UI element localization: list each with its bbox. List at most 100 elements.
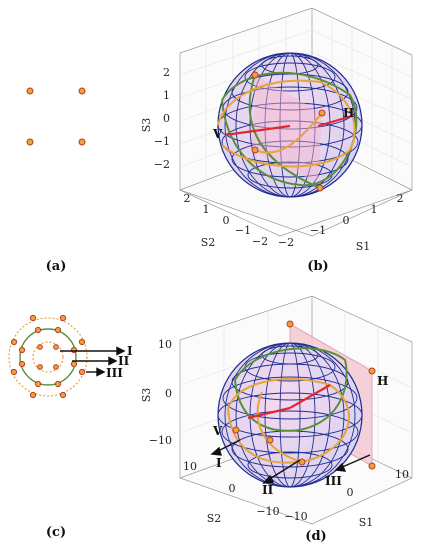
label-v-b: V <box>212 127 223 141</box>
state-point <box>298 458 306 466</box>
ytick-d: −10 <box>256 505 279 518</box>
markers-d <box>232 320 376 470</box>
ytick-b: −1 <box>235 224 251 237</box>
red-vector-h-d <box>289 384 331 409</box>
state-point <box>232 426 240 434</box>
xtick-b: −1 <box>310 224 326 237</box>
orange-trajectory-d <box>227 378 350 464</box>
ztick-b: −1 <box>154 135 170 148</box>
label-arrow-i-d: I <box>216 456 222 470</box>
ylabel-b: S2 <box>201 236 216 249</box>
ylabel-d: S2 <box>207 512 222 525</box>
ring-point <box>59 391 67 399</box>
state-point <box>286 320 294 328</box>
xtick-d: −10 <box>284 510 307 523</box>
ytick-b: 2 <box>184 192 191 205</box>
ztick-d: −10 <box>149 434 172 447</box>
inner-ring <box>32 341 64 373</box>
markers-b <box>251 71 326 192</box>
ztick-d: 0 <box>165 387 172 400</box>
xtick-b: 0 <box>343 214 350 227</box>
panel-a: (a) <box>26 87 86 274</box>
label-arrow-iii-d: III <box>325 474 342 488</box>
label-arrow-ii-d: II <box>262 483 274 497</box>
state-point <box>318 109 326 117</box>
label-h-b: H <box>343 106 354 120</box>
ring-point <box>29 314 37 322</box>
state-point <box>316 184 324 192</box>
ring-point <box>53 344 59 350</box>
ring-point <box>34 380 42 388</box>
ytick-b: −2 <box>252 235 268 248</box>
xtick-b: 1 <box>371 203 378 216</box>
ring-point <box>54 326 62 334</box>
ytick-d: 10 <box>183 460 197 473</box>
label-ring-iii: III <box>106 366 123 380</box>
xlabel-d: S1 <box>359 516 374 529</box>
orange-trajectory-d2 <box>256 391 303 463</box>
red-vector-v-b <box>224 124 291 137</box>
constellation-point <box>26 87 34 95</box>
ring-point <box>34 326 42 334</box>
ring-point <box>59 314 67 322</box>
ring-point <box>53 364 59 370</box>
ring-point <box>10 338 18 346</box>
red-vector-v-d <box>247 406 291 420</box>
ring-point <box>18 346 26 354</box>
xtick-d: 0 <box>347 486 354 499</box>
panel-d: V H I II III 10 0 −10 S3 10 0 −10 S2 −10… <box>140 295 413 544</box>
ring-point <box>37 344 43 350</box>
orange-trajectory-b2 <box>254 112 323 154</box>
outer-ring <box>8 317 88 397</box>
ytick-b: 0 <box>223 214 230 227</box>
label-ring-i: I <box>127 344 133 358</box>
caption-d: (d) <box>305 529 326 544</box>
middle-ring <box>19 328 77 386</box>
ring-point <box>70 346 78 354</box>
ztick-b: −2 <box>154 158 170 171</box>
ring-point <box>37 364 43 370</box>
ring-arrows <box>60 346 126 377</box>
constellation-point <box>78 87 86 95</box>
constellation-point <box>26 138 34 146</box>
caption-b: (b) <box>307 259 328 274</box>
ztick-b: 2 <box>163 66 170 79</box>
ring-point <box>78 368 86 376</box>
orange-trajectory-b <box>217 79 356 168</box>
ztick-b: 1 <box>163 89 170 102</box>
xtick-d: 10 <box>395 468 409 481</box>
ring-point <box>70 360 78 368</box>
zlabel-d: S3 <box>140 388 153 403</box>
state-point <box>266 436 274 444</box>
ring-point <box>18 360 26 368</box>
zlabel-b: S3 <box>140 118 153 133</box>
label-ring-ii: II <box>118 354 130 368</box>
label-h-d: H <box>377 374 388 388</box>
ring-point <box>10 368 18 376</box>
constellation-point <box>78 138 86 146</box>
red-vector-h-b <box>317 114 353 128</box>
ytick-d: 0 <box>229 482 236 495</box>
label-v-d: V <box>212 424 223 438</box>
xtick-b: −2 <box>278 236 294 249</box>
ring-markers <box>10 314 86 399</box>
ytick-b: 1 <box>203 203 210 216</box>
panel-b: V H 2 1 0 −1 −2 S3 2 1 0 −1 −2 S2 −2 −1 … <box>140 7 413 274</box>
panel-c: I II III (c) <box>8 314 133 540</box>
state-point <box>251 71 259 79</box>
plane-arrows-d <box>210 439 371 484</box>
ring-point <box>54 380 62 388</box>
ring-point <box>78 338 86 346</box>
caption-a: (a) <box>46 259 67 274</box>
state-point <box>368 367 376 375</box>
ztick-b: 0 <box>163 112 170 125</box>
xtick-b: 2 <box>397 192 404 205</box>
caption-c: (c) <box>46 525 66 540</box>
state-point <box>368 462 376 470</box>
green-trajectory-d <box>234 347 348 432</box>
xlabel-b: S1 <box>356 240 371 253</box>
ring-point <box>29 391 37 399</box>
state-point <box>251 146 259 154</box>
ztick-d: 10 <box>158 338 172 351</box>
